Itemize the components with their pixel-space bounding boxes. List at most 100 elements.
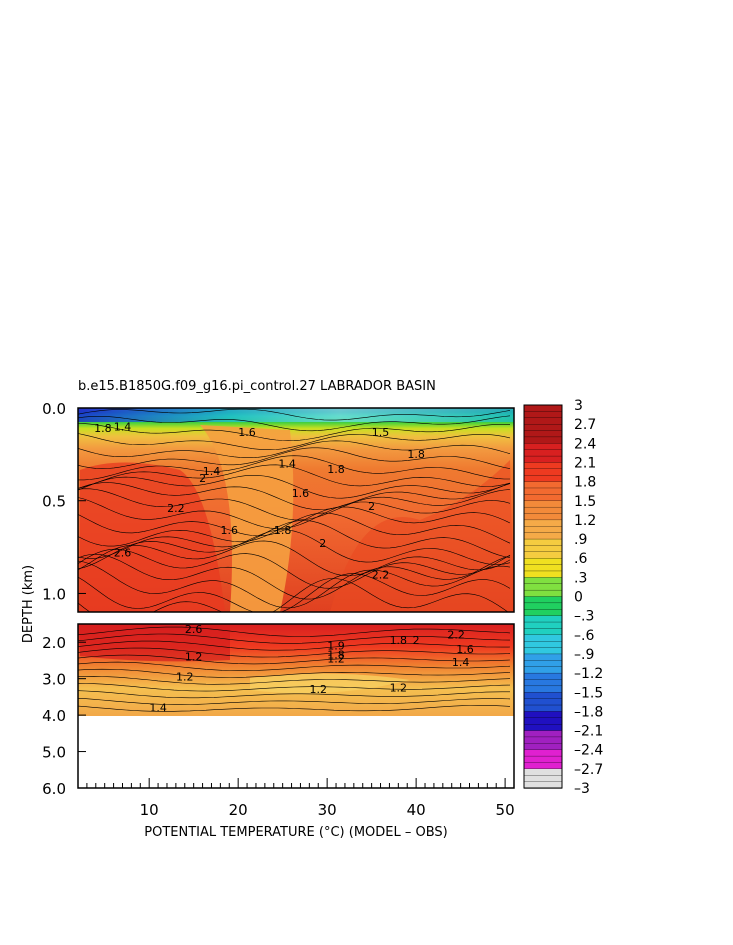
colorbar-segment [523, 762, 563, 770]
contour-line [78, 408, 511, 421]
colorbar-segment [523, 564, 563, 572]
contour-label: 2.2 [167, 502, 185, 515]
contour-label: 2 [319, 537, 326, 550]
colorbar-label: –2.1 [574, 724, 603, 740]
colorbar-segment [523, 589, 563, 598]
colorbar-segment [523, 449, 563, 457]
contour-line [78, 675, 511, 685]
lower-contour-labels: 2.61.21.21.91.81.21.2 1.21.8 2 2.21.61.41.4 [149, 623, 473, 714]
colorbar-segment [523, 775, 563, 783]
contour-line [78, 447, 511, 469]
contour-label: 1.8 [274, 524, 292, 537]
colorbar-segment [523, 551, 563, 559]
pale-band [250, 673, 410, 694]
colorbar-segment [523, 609, 563, 617]
contour-label: 1.4 [203, 465, 221, 478]
colorbar-segment [523, 411, 563, 419]
contour-line [78, 578, 509, 612]
colorbar-segment [523, 602, 563, 610]
colorbar-segment [523, 621, 563, 630]
y-axis-upper: 0.0 0.5 1.0 [42, 400, 86, 603]
contour-label: 1.8 [327, 649, 345, 662]
contour-line [78, 440, 511, 458]
colorbar-segment [523, 475, 563, 483]
y-tick-label: 6.0 [42, 780, 66, 798]
contour-line [78, 529, 511, 570]
contour-label: 1.6 [221, 524, 239, 537]
contour-line [78, 560, 511, 609]
red-core [80, 624, 230, 662]
lower-contour-lines [78, 626, 511, 712]
colorbar-segment [523, 538, 563, 547]
contour-label: 1.4 [114, 420, 132, 433]
contour-label: 1.4 [278, 457, 296, 470]
y-tick-label: 0.5 [42, 493, 66, 511]
colorbar-segment [523, 724, 563, 732]
colorbar-segment [523, 443, 563, 451]
contour-line [78, 633, 511, 644]
upper-panel-frame [77, 407, 515, 613]
contour-label: 1.9 [327, 640, 345, 653]
colorbar-segment [523, 672, 563, 681]
contour-line [78, 668, 511, 678]
lower-panel-frame [77, 623, 515, 789]
contour-line [78, 654, 511, 665]
colorbar-label: –1.2 [574, 666, 603, 682]
contour-label: 1.5 [372, 426, 390, 439]
contour-label: 1.2 [327, 652, 345, 665]
contour-label: 1.8 [94, 422, 112, 435]
contour-line [78, 548, 511, 589]
upper-surface-band [78, 408, 514, 422]
contour-label: 1.4 [452, 656, 470, 669]
colorbar-segment [523, 494, 563, 502]
y-tick-label: 5.0 [42, 744, 66, 762]
contour-label: 2.2 [372, 569, 390, 582]
colorbar-label: .9 [574, 532, 587, 548]
chart-title: b.e15.B1850G.f09_g16.pi_control.27 LABRA… [78, 379, 436, 394]
contour-label: 1.2 [176, 670, 194, 683]
y-tick-label: 4.0 [42, 707, 66, 725]
contour-line [78, 705, 511, 712]
colorbar-segment [523, 404, 563, 413]
contour-line [78, 455, 510, 481]
contour-line [78, 540, 511, 577]
contour-label: 2.6 [114, 546, 132, 559]
x-axis-label: POTENTIAL TEMPERATURE (°C) (MODEL – OBS) [144, 825, 448, 840]
cool-wedge [200, 425, 294, 612]
warm-left-body [80, 462, 225, 612]
colorbar-segment [523, 468, 563, 476]
colorbar: 3 2.7 2.4 2.1 1.8 1.5 1.2 .9 .6 .3 0 –.3 –.6 –.9 –1.2 –… [523, 398, 603, 797]
colorbar-segment [523, 653, 563, 661]
colorbar-label: –3 [574, 781, 590, 797]
y-tick-label: 0.0 [42, 400, 66, 418]
colorbar-segment [523, 532, 563, 540]
y-axis-label: DEPTH (km) [21, 565, 36, 643]
contour-line [78, 683, 511, 692]
contour-line [78, 640, 511, 651]
upper-contour-lines [78, 408, 511, 612]
colorbar-segment [523, 730, 563, 738]
colorbar-segment [523, 455, 563, 464]
colorbar-label: –2.7 [574, 762, 603, 778]
colorbar-frame [523, 404, 563, 789]
contour-label: 2.2 [447, 629, 465, 642]
colorbar-label: 2.4 [574, 436, 596, 452]
contour-label: 1.6 [238, 426, 256, 439]
colorbar-label: .6 [574, 551, 587, 567]
colorbar-segment [523, 513, 563, 521]
contour-line [78, 474, 511, 499]
colorbar-segment [523, 436, 563, 444]
colorbar-segment [523, 462, 563, 470]
contour-line [78, 661, 511, 671]
contour-label: 2.6 [185, 623, 203, 636]
colorbar-segment [523, 743, 563, 751]
colorbar-segment [523, 596, 563, 604]
colorbar-label: –.9 [574, 647, 594, 663]
colorbar-segment [523, 647, 563, 655]
contour-label: 1.8 [390, 634, 408, 647]
colorbar-segment [523, 558, 563, 566]
colorbar-label: –.3 [574, 609, 594, 625]
colorbar-label: 3 [574, 398, 583, 414]
colorbar-segment [523, 487, 563, 496]
